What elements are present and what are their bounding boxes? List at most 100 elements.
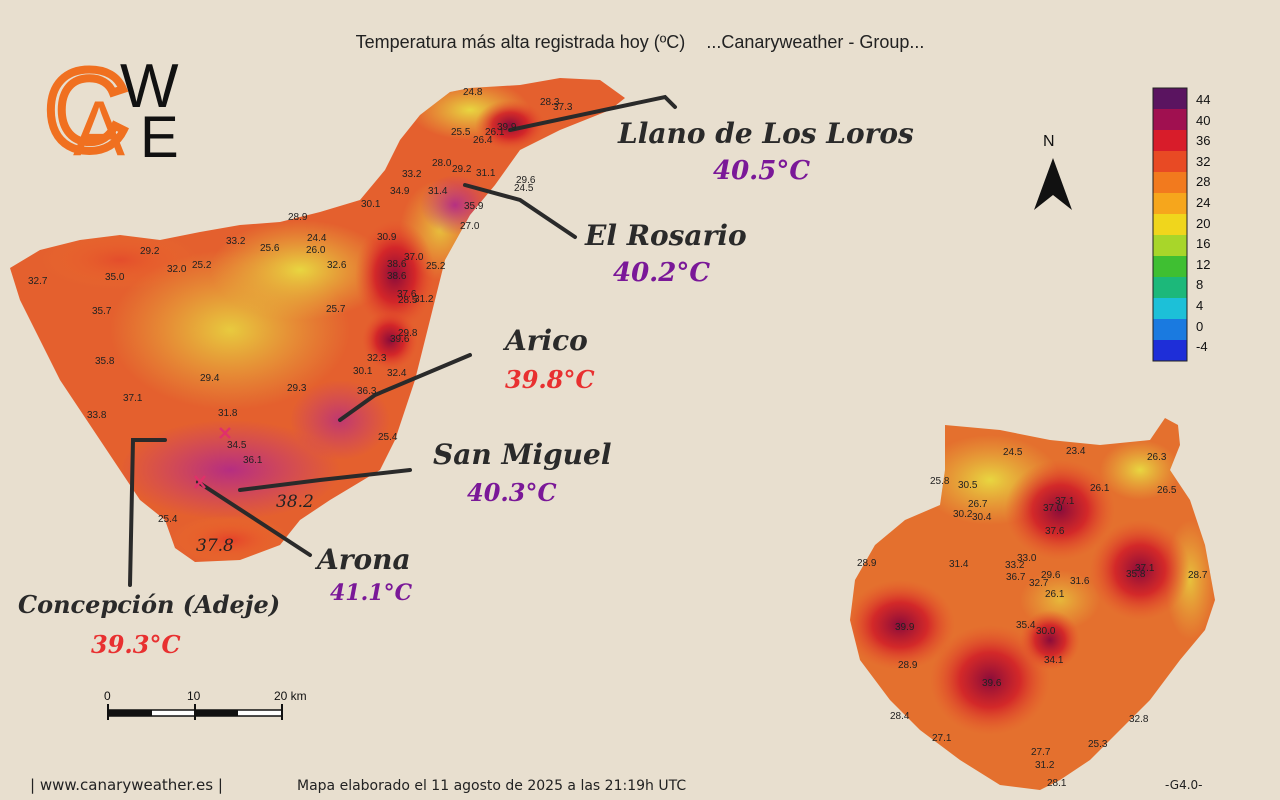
legend-tick-label: 20 xyxy=(1196,215,1211,231)
legend-tick-label: 16 xyxy=(1196,236,1211,252)
station-label: 25.4 xyxy=(378,432,398,443)
station-label: 35.8 xyxy=(95,356,115,367)
station-label: 37.8 xyxy=(196,536,234,556)
station-label: 25.2 xyxy=(426,261,446,272)
station-label: 37.1 xyxy=(1055,496,1075,507)
canaryweather-logo: C A W E xyxy=(45,45,179,165)
legend-tick-label: 28 xyxy=(1196,174,1211,190)
station-label: 24.5 xyxy=(514,183,534,194)
station-label: 32.7 xyxy=(28,276,48,287)
station-label: 32.0 xyxy=(167,264,187,275)
station-label: 38.6 xyxy=(387,259,407,270)
tenerife-station-labels: 24.828.337.325.5 26.126.439.928.029.2 31.1… xyxy=(28,87,573,556)
station-label: 35.9 xyxy=(464,201,484,212)
station-label: 39.9 xyxy=(895,622,915,633)
station-label: 37.1 xyxy=(1135,563,1155,574)
station-label: 37.0 xyxy=(1043,503,1063,514)
station-label: 38.6 xyxy=(387,271,407,282)
station-label: 33.2 xyxy=(402,169,422,180)
station-label: 29.2 xyxy=(452,164,472,175)
callout-temp-concepcion-adeje: 39.3°C xyxy=(91,630,181,659)
svg-text:A: A xyxy=(73,84,125,165)
legend-swatch xyxy=(1153,109,1187,130)
legend-tick-label: 36 xyxy=(1196,133,1211,149)
legend-swatch xyxy=(1153,151,1187,172)
station-label: 31.2 xyxy=(414,294,434,305)
station-label: 29.3 xyxy=(287,383,307,394)
legend-tick-label: -4 xyxy=(1196,339,1208,355)
scale-bar xyxy=(107,704,283,720)
station-label: 24.8 xyxy=(463,87,483,98)
station-label: 33.0 xyxy=(1017,553,1037,564)
footer-code: -G4.0- xyxy=(1165,778,1203,792)
station-label: 28.1 xyxy=(1047,778,1067,789)
legend-swatch xyxy=(1153,298,1187,319)
station-label: 29.6 xyxy=(1041,570,1061,581)
station-label: 32.3 xyxy=(367,353,387,364)
station-label: 35.0 xyxy=(105,272,125,283)
station-label: 26.5 xyxy=(1157,485,1177,496)
station-label: 29.6 xyxy=(516,175,536,186)
station-label: 36.3 xyxy=(357,386,377,397)
station-label: 29.4 xyxy=(200,373,220,384)
station-label: 31.6 xyxy=(1070,576,1090,587)
station-label: 28.4 xyxy=(890,711,910,722)
title-main: Temperatura más alta registrada hoy (ºC) xyxy=(355,32,686,52)
station-label: 33.2 xyxy=(226,236,246,247)
station-label: 25.4 xyxy=(158,514,178,525)
station-label: 37.6 xyxy=(397,289,417,300)
svg-text:C: C xyxy=(45,47,128,165)
station-label: 23.4 xyxy=(1066,446,1086,457)
station-label: 25.8 xyxy=(930,476,950,487)
station-label: 26.1 xyxy=(1090,483,1110,494)
legend-swatch xyxy=(1153,256,1187,277)
map-title: Temperatura más alta registrada hoy (ºC)… xyxy=(0,32,1280,53)
footer-site: | www.canaryweather.es | xyxy=(30,776,223,794)
legend-frame xyxy=(1152,87,1188,362)
station-label: 31.2 xyxy=(1035,760,1055,771)
scale-label-20: 20 km xyxy=(274,689,307,703)
station-label: 25.7 xyxy=(326,304,346,315)
station-label: 25.2 xyxy=(192,260,212,271)
station-label: 25.3 xyxy=(1088,739,1108,750)
north-arrow-icon xyxy=(1034,158,1072,210)
callout-name-concepcion-adeje: Concepción (Adeje) xyxy=(18,590,281,619)
legend-swatch xyxy=(1153,88,1187,109)
station-label: 37.6 xyxy=(1045,526,1065,537)
callout-temp-llano-de-los-loros: 40.5°C xyxy=(713,156,811,186)
station-label: 39.6 xyxy=(982,678,1002,689)
footer-made: Mapa elaborado el 11 agosto de 2025 a la… xyxy=(297,778,687,794)
station-label: 31.4 xyxy=(949,559,969,570)
station-label: 28.3 xyxy=(540,97,560,108)
callout-name-el-rosario: El Rosario xyxy=(585,219,747,252)
callout-temp-arico: 39.8°C xyxy=(505,365,595,394)
station-label: 28.9 xyxy=(288,212,308,223)
callout-temp-el-rosario: 40.2°C xyxy=(613,258,711,288)
station-label: 31.4 xyxy=(428,186,448,197)
scale-label-10: 10 xyxy=(187,689,201,703)
legend-tick-label: 44 xyxy=(1196,92,1211,107)
station-label: 37.0 xyxy=(404,252,424,263)
station-label: 26.3 xyxy=(1147,452,1167,463)
station-label: 28.9 xyxy=(898,660,918,671)
station-label: 39.6 xyxy=(390,334,410,345)
callout-name-san-miguel: San Miguel xyxy=(433,438,612,471)
station-label: 25.5 xyxy=(451,127,471,138)
station-label: 28.5 xyxy=(398,295,418,306)
station-label: 26.7 xyxy=(968,499,988,510)
compass-label: N xyxy=(1043,133,1055,150)
legend-tick-label: 32 xyxy=(1196,153,1211,169)
station-label: 30.1 xyxy=(361,199,381,210)
station-label: 30.9 xyxy=(377,232,397,243)
legend-tick-label: 0 xyxy=(1196,318,1204,334)
station-label: 30.1 xyxy=(353,366,373,377)
legend-tick-label: 40 xyxy=(1196,112,1211,128)
scale-label-0: 0 xyxy=(104,689,111,703)
station-label: 29.8 xyxy=(398,328,418,339)
legend-tick-label: 8 xyxy=(1196,277,1204,293)
temperature-legend xyxy=(1152,87,1188,362)
station-label: 24.5 xyxy=(1003,447,1023,458)
legend-tick-label: 12 xyxy=(1196,256,1211,272)
station-label: 33.2 xyxy=(1005,560,1025,571)
